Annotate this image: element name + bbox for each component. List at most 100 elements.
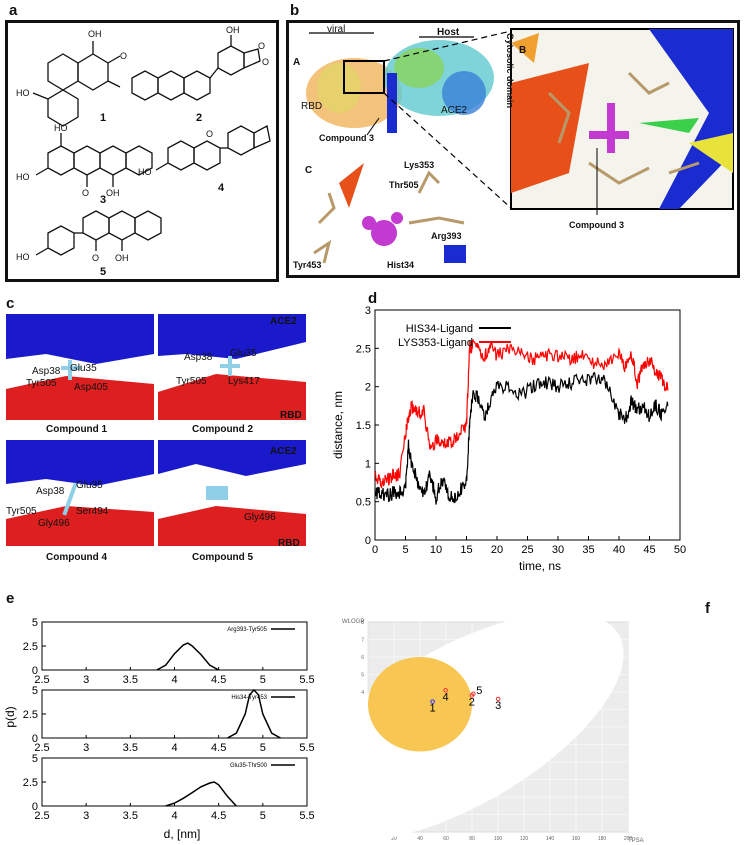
tile3-label-asp38: Asp38: [36, 486, 65, 497]
d-xtick-label: 15: [460, 544, 472, 556]
d-xtick-label: 35: [582, 544, 594, 556]
f-point-4: [443, 687, 448, 693]
d-ytick-label: 0: [365, 535, 371, 547]
e-ytick-label: 0: [32, 801, 38, 813]
tile3-label-glu35: Glu35: [76, 480, 103, 491]
e-frame: [41, 689, 308, 739]
svg-text:OH: OH: [88, 29, 102, 39]
f-ytick-label: 8: [361, 620, 364, 626]
f-xtick-label: 60: [443, 836, 449, 842]
svg-text:HO: HO: [138, 167, 152, 177]
e-ytick-label: 0: [32, 665, 38, 677]
panel-letter-f: f: [705, 600, 710, 617]
e-xlabel: d, [nm]: [164, 827, 201, 841]
tile2-label-lys417: Lys417: [228, 376, 260, 387]
e-frame: [41, 621, 308, 671]
tile1-label-glu35: Glu35: [70, 363, 97, 374]
binding-modes-grid: Asp38 Glu35 Tyr505 Asp405 Compound 1 ACE…: [6, 314, 306, 563]
d-xtick-label: 20: [491, 544, 503, 556]
label-A: A: [293, 57, 300, 68]
d-xtick-label: 25: [521, 544, 533, 556]
compound-1-number: 1: [100, 112, 106, 124]
e-curve-His34-Tyr453: [227, 688, 281, 739]
docking-complex-image: A viral Host RBD ACE2 Compound 3 Cytosol…: [293, 24, 734, 270]
e-ylabel: p(d): [3, 706, 17, 727]
d-xtick-label: 40: [613, 544, 625, 556]
f-point-label: 5: [476, 685, 482, 697]
panel-a-structures: HO OH O OH O O HO HO O OH HO O HO O OH 1 2 3 4 5: [5, 20, 279, 282]
tile2-label-ace2: ACE2: [270, 316, 297, 327]
f-point-5: [471, 691, 476, 697]
label-compound3-left: Compound 3: [319, 133, 374, 143]
e-ytick-label: 2.5: [23, 709, 38, 721]
label-ace2: ACE2: [441, 105, 468, 116]
f-xtick-label: 180: [598, 836, 607, 842]
compound-2-number: 2: [196, 112, 202, 124]
svg-text:O: O: [82, 188, 89, 198]
tile3-label-ser494: Ser494: [76, 506, 109, 517]
distance-time-chart: 0 5 10 15 20 25 30 35 40 45 50 0 0.5 1 1.5 2 2.5 3 HIS34-…: [331, 305, 686, 573]
d-xtick-label: 30: [552, 544, 564, 556]
tile3-caption: Compound 4: [46, 552, 108, 563]
d-ytick-label: 1.5: [356, 420, 371, 432]
label-cytosolic-domain: Cytosolic domain: [505, 33, 515, 108]
d-xtick-label: 0: [372, 544, 378, 556]
e-legend-label: His34-Tyr453: [231, 695, 267, 701]
d-xtick-label: 5: [402, 544, 408, 556]
d-ytick-label: 3: [365, 305, 371, 317]
panel-b-docking: A viral Host RBD ACE2 Compound 3 Cytosol…: [286, 20, 740, 278]
d-series-line-LYS353-Ligand: [374, 338, 669, 489]
panel-c-complexes: Asp38 Glu35 Tyr505 Asp405 Compound 1 ACE…: [6, 314, 306, 572]
tile4-label-ace2: ACE2: [270, 446, 297, 457]
e-xtick-label: 4: [171, 810, 177, 822]
f-xtick-label: 160: [572, 836, 581, 842]
e-xtick-label: 4.5: [211, 674, 226, 686]
tile1-label-tyr505: Tyr505: [26, 378, 57, 389]
d-ytick-label: 2.5: [356, 343, 371, 355]
e-ytick-label: 5: [32, 753, 38, 765]
e-xtick-label: 4: [171, 742, 177, 754]
residue-thr505: Thr505: [389, 180, 419, 190]
e-xtick-label: 2.5: [34, 674, 49, 686]
d-xtick-label: 50: [674, 544, 686, 556]
e-xtick-label: 2.5: [34, 742, 49, 754]
svg-text:O: O: [262, 57, 269, 67]
e-xtick-label: 5: [260, 810, 266, 822]
e-xtick-label: 5.5: [299, 742, 314, 754]
e-xtick-label: 3: [83, 674, 89, 686]
f-point-3: [495, 696, 501, 702]
tile2-label-rbd: RBD: [280, 410, 302, 421]
f-xtick-label: 80: [469, 836, 475, 842]
f-xtick-label: 120: [520, 836, 529, 842]
tile4-caption: Compound 5: [192, 552, 254, 563]
tile4-label-gly496: Gly496: [244, 512, 276, 523]
svg-text:HO: HO: [16, 172, 30, 182]
f-point-label: 2: [469, 697, 475, 709]
label-viral: viral: [327, 24, 345, 35]
compound-5-number: 5: [100, 266, 106, 278]
e-ytick-label: 0: [32, 733, 38, 745]
tile1-label-asp405: Asp405: [74, 382, 108, 393]
e-xtick-label: 5.5: [299, 810, 314, 822]
f-ytick-label: 7: [361, 638, 364, 644]
d-ytick-label: 2: [365, 382, 371, 394]
svg-text:HO: HO: [16, 88, 30, 98]
e-xtick-label: 3: [83, 810, 89, 822]
label-rbd: RBD: [301, 101, 322, 112]
e-ytick-label: 5: [32, 685, 38, 697]
e-xtick-label: 4.5: [211, 742, 226, 754]
e-ytick-label: 5: [32, 617, 38, 629]
d-ylabel: distance, nm: [331, 391, 345, 459]
f-xtick-label: 200: [624, 836, 633, 842]
f-point-label: 1: [430, 703, 436, 715]
tile3-label-gly496: Gly496: [38, 518, 70, 529]
f-ytick-label: 4: [361, 690, 364, 696]
e-xtick-label: 3.5: [123, 674, 138, 686]
e-legend-label: Arg393-Tyr505: [227, 627, 267, 633]
distance-distribution-chart: 02.552.5 3 3.5 4 4.5 5 5.5Arg393-Tyr50502.552.…: [3, 617, 315, 841]
f-xlabel: TPSA: [628, 838, 644, 844]
tile2-caption: Compound 2: [192, 424, 254, 435]
svg-text:OH: OH: [115, 253, 129, 263]
f-xtick-label: 140: [546, 836, 555, 842]
